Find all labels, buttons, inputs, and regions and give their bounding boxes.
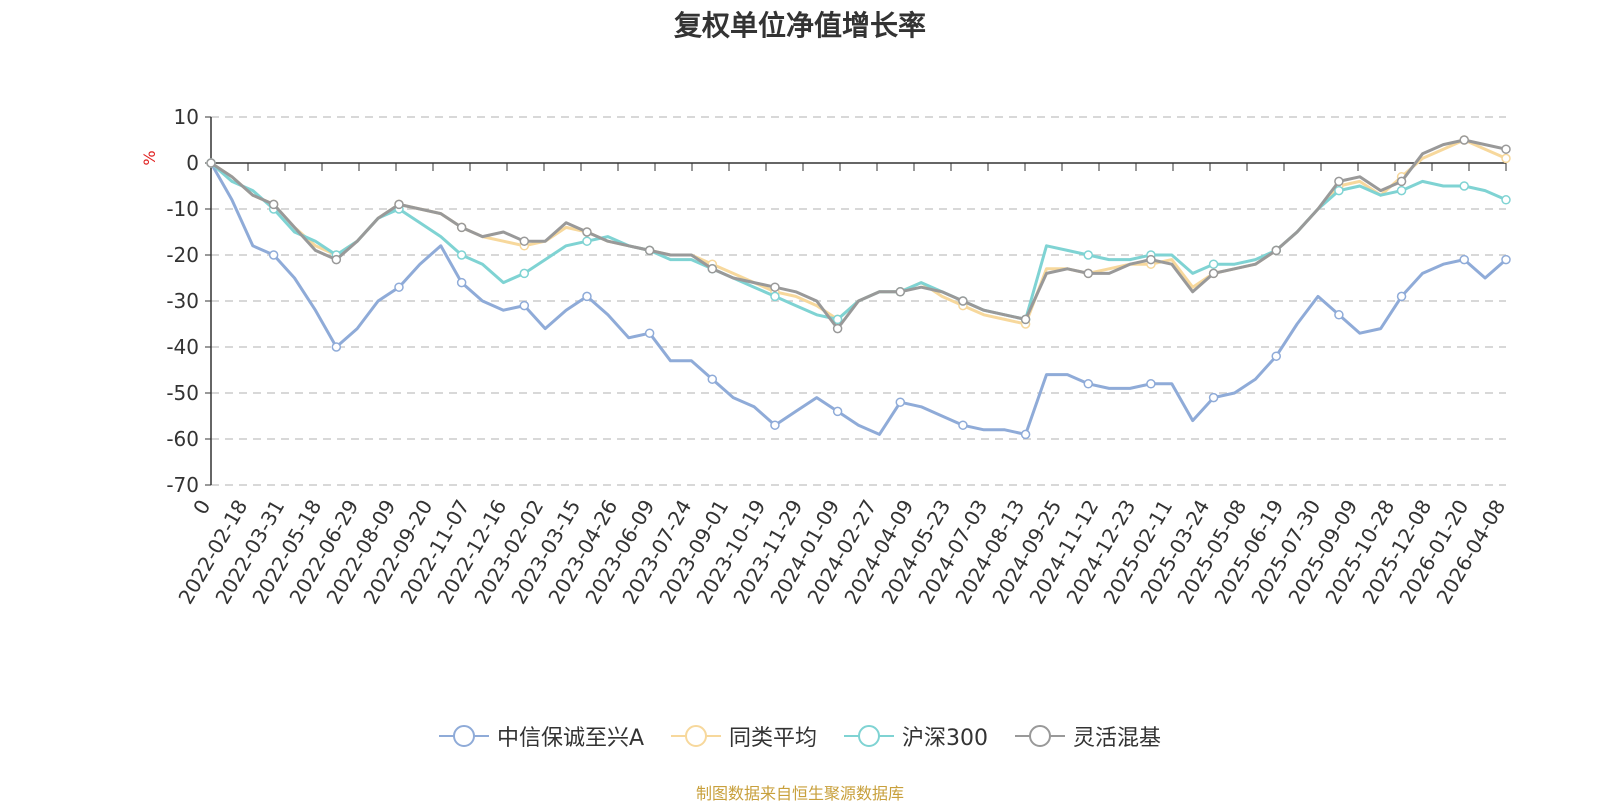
series-3-point-33 xyxy=(895,287,906,297)
y-tick-label-7: -60 xyxy=(166,427,199,451)
legend-label-2: 沪深300 xyxy=(902,726,989,751)
series-0-point-24 xyxy=(707,374,718,384)
legend-swatch-3-icon xyxy=(1015,725,1066,747)
label-layer: 100-10-20-30-40-50-60-70%02022-02-182022… xyxy=(140,105,1510,608)
series-2-point-60 xyxy=(1459,181,1469,191)
series-0-point-12 xyxy=(456,277,467,288)
series-0-point-62 xyxy=(1501,254,1511,265)
y-tick-label-0: 10 xyxy=(174,105,199,129)
series-0-point-15 xyxy=(519,300,530,311)
legend-label-3: 灵活混基 xyxy=(1073,726,1162,751)
series-0-point-27 xyxy=(770,420,780,430)
series-2-point-57 xyxy=(1396,185,1407,196)
series-line-3 xyxy=(210,138,1507,331)
series-3-point-36 xyxy=(958,296,968,306)
series-3-point-45 xyxy=(1146,254,1156,265)
series-0-point-9 xyxy=(394,282,404,292)
series-0-point-45 xyxy=(1146,379,1156,389)
series-0-point-36 xyxy=(958,420,968,430)
series-3-point-15 xyxy=(519,236,530,246)
series-3-point-18 xyxy=(582,227,592,237)
series-line-0 xyxy=(209,162,1507,436)
y-tick-label-8: -70 xyxy=(166,473,199,497)
series-0-point-57 xyxy=(1396,291,1407,302)
series-2-point-18 xyxy=(582,236,592,246)
series-0-point-54 xyxy=(1334,310,1344,320)
series-line-2 xyxy=(210,161,1507,321)
series-0-point-33 xyxy=(895,397,906,407)
series-3-point-57 xyxy=(1396,176,1407,187)
series-3-point-21 xyxy=(644,245,655,256)
series-3-point-62 xyxy=(1501,144,1511,154)
series-2-point-48 xyxy=(1208,259,1219,269)
series-3-point-60 xyxy=(1459,135,1469,145)
series-0-point-60 xyxy=(1459,254,1469,265)
series-0-point-51 xyxy=(1271,351,1281,361)
series-3-point-9 xyxy=(394,199,404,210)
y-tick-label-5: -40 xyxy=(166,335,199,359)
legend-swatch-0-icon xyxy=(438,725,489,747)
legend: 中信保诚至兴A 同类平均 沪深300 灵活混基 xyxy=(0,720,1600,756)
legend-label-1: 同类平均 xyxy=(729,726,818,751)
series-3-point-42 xyxy=(1083,268,1094,279)
series-0-point-18 xyxy=(582,291,592,302)
series-3-point-54 xyxy=(1334,176,1344,187)
series-3-point-48 xyxy=(1208,268,1219,279)
series-3-point-30 xyxy=(832,323,843,334)
series-0-point-6 xyxy=(331,342,342,352)
series-3-point-27 xyxy=(770,282,780,292)
y-unit-label: % xyxy=(140,150,159,165)
legend-item-2[interactable]: 沪深300 xyxy=(844,720,988,752)
y-tick-label-6: -50 xyxy=(166,381,199,405)
legend-swatch-1-icon xyxy=(671,725,722,747)
series-2-point-27 xyxy=(770,291,780,302)
series-0-point-39 xyxy=(1020,429,1031,440)
series-1-point-62 xyxy=(1501,153,1511,164)
series-3-point-51 xyxy=(1271,245,1281,256)
series-2-point-42 xyxy=(1083,250,1094,260)
line-chart: 100-10-20-30-40-50-60-70%02022-02-182022… xyxy=(140,105,1511,608)
x-tick-label-0: 0 xyxy=(188,496,215,519)
series-3-point-3 xyxy=(268,199,279,210)
series-2-point-62 xyxy=(1501,195,1511,205)
series-2-point-15 xyxy=(519,268,530,279)
legend-swatch-2-icon xyxy=(844,725,895,747)
series-2-point-54 xyxy=(1334,185,1344,196)
series-3-point-12 xyxy=(456,222,467,233)
series-3-point-39 xyxy=(1020,314,1031,325)
legend-label-0: 中信保诚至兴A xyxy=(496,726,645,751)
series-line-1 xyxy=(210,138,1507,326)
series-layer xyxy=(206,135,1511,440)
series-0-point-42 xyxy=(1083,379,1094,389)
y-tick-label-3: -20 xyxy=(166,243,199,267)
series-3-point-6 xyxy=(331,254,342,265)
legend-item-0[interactable]: 中信保诚至兴A xyxy=(438,720,645,752)
series-0-point-48 xyxy=(1208,392,1219,403)
legend-item-1[interactable]: 同类平均 xyxy=(671,720,817,752)
series-0-point-30 xyxy=(832,406,843,417)
series-3-point-0 xyxy=(206,158,216,168)
series-0-point-3 xyxy=(268,250,279,260)
series-3-point-24 xyxy=(707,264,718,274)
series-0-point-21 xyxy=(644,328,655,338)
y-tick-label-1: 0 xyxy=(186,151,199,175)
series-2-point-12 xyxy=(456,250,467,260)
legend-item-3[interactable]: 灵活混基 xyxy=(1015,720,1161,752)
y-tick-label-4: -30 xyxy=(166,289,199,313)
y-tick-label-2: -10 xyxy=(166,197,199,221)
chart-title: 复权单位净值增长率 xyxy=(673,9,926,42)
source-note: 制图数据来自恒生聚源数据库 xyxy=(695,784,904,803)
series-2-point-30 xyxy=(832,314,843,325)
